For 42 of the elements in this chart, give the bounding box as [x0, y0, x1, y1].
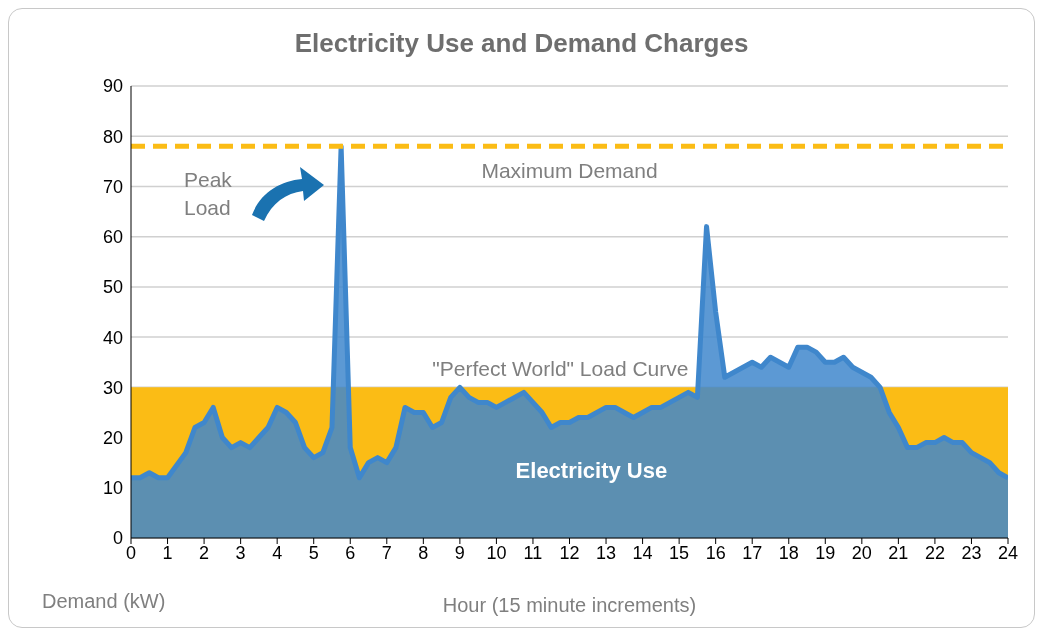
ref-line-label: Maximum Demand	[481, 159, 658, 183]
y-axis-title: Demand (kW)	[42, 590, 166, 613]
x-tick-label: 10	[486, 542, 507, 563]
x-axis-title: Hour (15 minute increments)	[442, 594, 697, 616]
x-tick-label: 11	[523, 542, 543, 563]
x-tick-label: 17	[742, 542, 763, 563]
x-tick-label: 14	[632, 542, 653, 563]
x-tick-label: 13	[596, 542, 617, 563]
annotation: Peak Load	[184, 167, 233, 221]
x-tick-label: 3	[235, 542, 246, 563]
x-tick-label: 23	[961, 542, 982, 563]
x-tick-label: 18	[778, 542, 799, 563]
x-tick-label: 15	[669, 542, 690, 563]
chart-title: Electricity Use and Demand Charges	[293, 28, 750, 59]
x-tick-label: 2	[199, 542, 210, 563]
x-tick-label: 22	[924, 542, 945, 563]
y-tick-label: 30	[102, 377, 123, 398]
x-tick-label: 20	[851, 542, 872, 563]
y-tick-label: 70	[102, 176, 123, 197]
y-tick-label: 0	[112, 528, 123, 549]
y-tick-label: 20	[102, 427, 123, 448]
y-tick-label: 10	[102, 478, 123, 499]
x-tick-label: 9	[454, 542, 465, 563]
y-tick-label: 40	[102, 327, 123, 348]
x-tick-label: 19	[815, 542, 836, 563]
x-tick-label: 6	[345, 542, 356, 563]
y-tick-label: 50	[102, 277, 123, 298]
x-tick-label: 1	[162, 542, 173, 563]
x-tick-label: 5	[308, 542, 319, 563]
series-label: Electricity Use	[514, 457, 669, 484]
x-tick-label: 7	[381, 542, 392, 563]
y-tick-label: 60	[102, 227, 123, 248]
x-tick-label: 12	[559, 542, 580, 563]
series-label: "Perfect World" Load Curve	[431, 357, 690, 382]
x-tick-label: 21	[888, 542, 909, 563]
y-tick-label: 90	[102, 76, 123, 97]
x-tick-label: 24	[997, 542, 1019, 563]
x-tick-label: 16	[705, 542, 726, 563]
y-tick-label: 80	[102, 126, 123, 147]
x-tick-label: 0	[125, 542, 137, 563]
x-tick-label: 4	[272, 542, 283, 563]
x-tick-label: 8	[418, 542, 429, 563]
